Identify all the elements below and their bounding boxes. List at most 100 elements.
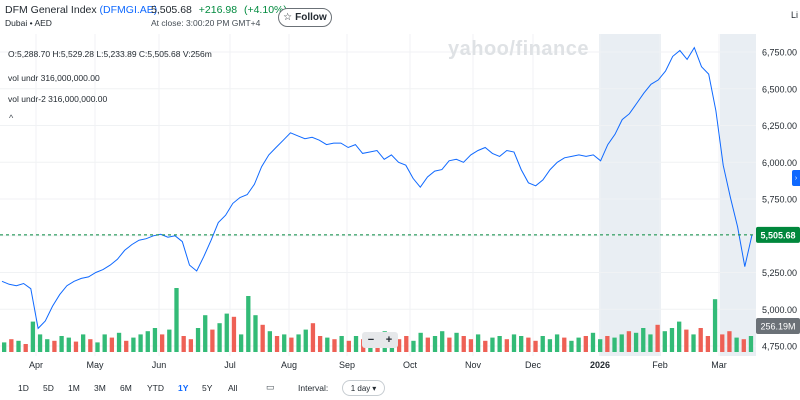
volume-bar (274, 336, 280, 352)
volume-bar (267, 331, 273, 352)
volume-bar (231, 316, 237, 352)
volume-bar (203, 315, 208, 352)
zoom-in-button[interactable]: + (385, 334, 393, 346)
volume-tag-label: 256.19M (760, 322, 795, 332)
volume-bar (698, 328, 703, 352)
x-axis: Apr May Jun Jul Aug Sep Oct Nov Dec 2026 Feb Mar (29, 360, 727, 370)
price-summary: 5,505.68 +216.98 (+4.10%) (151, 4, 287, 16)
volume-bar (174, 288, 179, 352)
volume-bar (712, 299, 718, 352)
volume-bar (37, 334, 43, 352)
volume-bar (562, 337, 567, 352)
volume-bar (519, 336, 524, 352)
volume-bar (210, 329, 215, 352)
volume-bar (677, 321, 682, 352)
volume-bar (684, 329, 689, 352)
volume-bar (727, 331, 732, 352)
zoom-controls: − + (362, 332, 398, 348)
volume-study-legend[interactable]: vol undr 316,000,000.00 (8, 73, 100, 83)
volume-bar (483, 340, 488, 352)
volume-bar (605, 336, 610, 352)
volume-bar (432, 336, 438, 352)
volume-bar (547, 339, 553, 352)
price-line (1, 46, 753, 330)
chevron-down-icon: ▾ (372, 383, 377, 393)
volume-bar (440, 331, 445, 352)
range-ytd[interactable]: YTD (147, 383, 164, 393)
volume-bar (511, 334, 517, 352)
range-1d[interactable]: 1D (18, 383, 29, 393)
volume-bar (23, 344, 28, 352)
volume-bar (116, 332, 122, 352)
x-tick-label: Dec (525, 360, 542, 370)
volume-bar (411, 340, 416, 352)
last-price-tag-label: 5,505.68 (760, 230, 795, 240)
volume-tag (756, 318, 800, 334)
volume-bar (447, 337, 452, 352)
volume-bar (691, 334, 696, 352)
range-6m[interactable]: 6M (120, 383, 132, 393)
volume-bar (181, 336, 186, 352)
volume-bar (310, 323, 316, 352)
range-1y[interactable]: 1Y (178, 383, 189, 393)
range-5y[interactable]: 5Y (202, 383, 213, 393)
volume-bar (540, 336, 545, 352)
volume-bar (188, 339, 194, 352)
volume-bar (346, 340, 351, 352)
volume-bar (576, 337, 581, 352)
volume-study-legend-2[interactable]: vol undr-2 316,000,000.00 (8, 94, 108, 104)
volume-bar (533, 340, 538, 352)
side-panel-toggle[interactable]: › (792, 170, 800, 186)
volume-bar (80, 334, 86, 352)
volume-bar (16, 340, 21, 352)
volume-bar (45, 339, 50, 352)
volume-bar (404, 336, 409, 352)
live-label[interactable]: Li (791, 10, 799, 20)
volume-bar (145, 331, 150, 352)
volume-bar (669, 328, 675, 352)
volume-bar (504, 339, 509, 352)
price-chart[interactable]: 6,750.00 6,500.00 6,250.00 6,000.00 5,750.00… (0, 34, 800, 378)
ohlc-legend: O:5,288.70 H:5,529.28 L:5,233.89 C:5,505… (8, 49, 212, 59)
calendar-icon[interactable]: ▭ (266, 382, 275, 392)
zoom-out-button[interactable]: − (367, 334, 375, 346)
shaded-band (599, 34, 661, 356)
ticker-symbol[interactable]: (DFMGI.AE) (99, 4, 158, 16)
quote-header: DFM General Index (DFMGI.AE) Dubai • AED… (0, 0, 800, 34)
volume-bar (748, 336, 754, 352)
volume-bar (296, 334, 301, 352)
range-all[interactable]: All (228, 383, 238, 393)
volume-bar (282, 334, 287, 352)
y-tick-label: 5,750.00 (762, 195, 797, 205)
volume-bar (569, 340, 574, 352)
volume-bar (475, 334, 481, 352)
volume-bar (217, 323, 222, 352)
x-tick-label: Mar (711, 360, 727, 370)
volume-bar (353, 336, 359, 352)
volume-bar (109, 337, 115, 352)
exchange-currency: Dubai • AED (5, 18, 52, 28)
x-tick-label: Aug (281, 360, 297, 370)
volume-bar (590, 332, 596, 352)
range-3m[interactable]: 3M (94, 383, 106, 393)
x-tick-label: Sep (339, 360, 355, 370)
volume-bar (734, 337, 739, 352)
y-tick-label: 6,750.00 (762, 48, 797, 58)
volume-bar (95, 342, 100, 352)
range-1m[interactable]: 1M (68, 383, 80, 393)
volume-bar (633, 332, 639, 352)
volume-bar (124, 340, 129, 352)
x-tick-label: 2026 (590, 360, 610, 370)
interval-select[interactable]: 1 day ▾ (342, 380, 385, 396)
follow-button[interactable]: ☆ Follow (278, 8, 332, 27)
volume-bar (619, 334, 624, 352)
y-tick-label: 6,500.00 (762, 84, 797, 94)
x-tick-label: Jul (224, 360, 236, 370)
collapse-chevron-icon[interactable]: ^ (9, 113, 14, 123)
volume-bar (289, 337, 294, 352)
price-line-group (0, 46, 756, 330)
x-tick-label: Oct (403, 360, 418, 370)
volume-bar (662, 331, 667, 352)
range-5d[interactable]: 5D (43, 383, 54, 393)
volume-bar (598, 339, 603, 352)
